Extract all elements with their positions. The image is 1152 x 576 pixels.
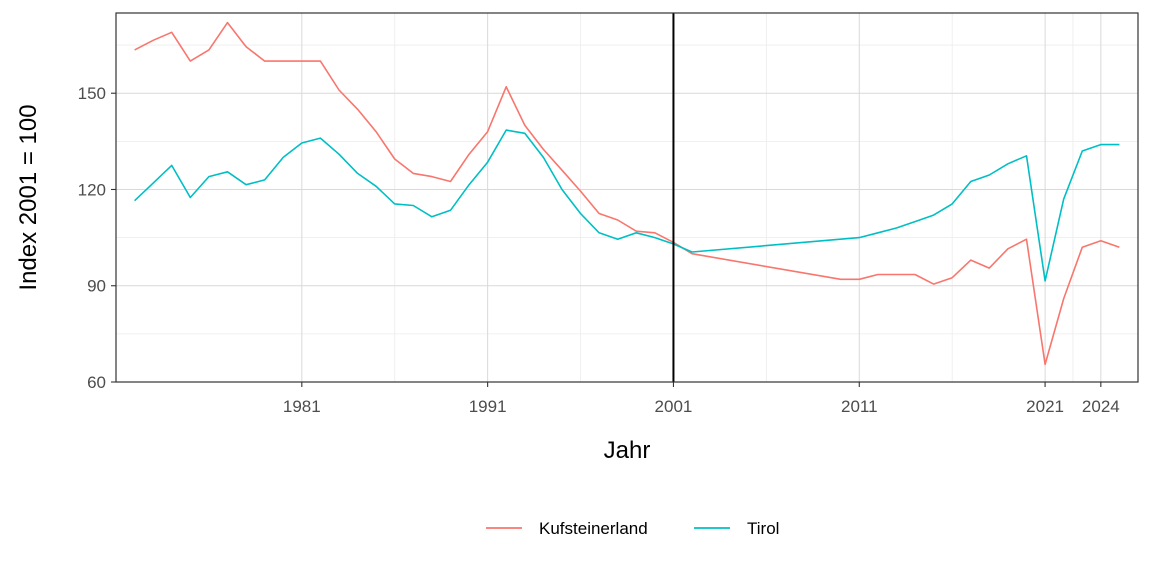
legend-label: Kufsteinerland: [539, 519, 648, 538]
y-axis-title: Index 2001 = 100: [15, 104, 42, 290]
x-tick-label: 1981: [283, 397, 321, 416]
y-tick-label: 90: [87, 277, 106, 296]
series-line-tirol: [134, 129, 1120, 282]
x-tick-label: 2001: [655, 397, 693, 416]
legend-label: Tirol: [747, 519, 779, 538]
y-tick-label: 150: [78, 84, 106, 103]
y-tick-label: 120: [78, 180, 106, 199]
minor-grid: [116, 13, 1138, 382]
x-axis-ticks: 1981 1991 2001 2011 2021 2024: [283, 382, 1120, 416]
series-layer: [134, 21, 1120, 366]
y-tick-label: 60: [87, 373, 106, 392]
x-tick-label: 2024: [1082, 397, 1120, 416]
y-axis-ticks: 60 90 120 150: [78, 84, 116, 392]
x-tick-label: 1991: [469, 397, 507, 416]
plot-border: [115, 12, 1139, 383]
legend: Kufsteinerland Tirol: [486, 519, 779, 538]
x-tick-label: 2011: [841, 397, 878, 416]
x-axis-title: Jahr: [604, 437, 651, 464]
x-tick-label: 2021: [1026, 397, 1064, 416]
series-line-kufsteinerland: [134, 21, 1120, 366]
